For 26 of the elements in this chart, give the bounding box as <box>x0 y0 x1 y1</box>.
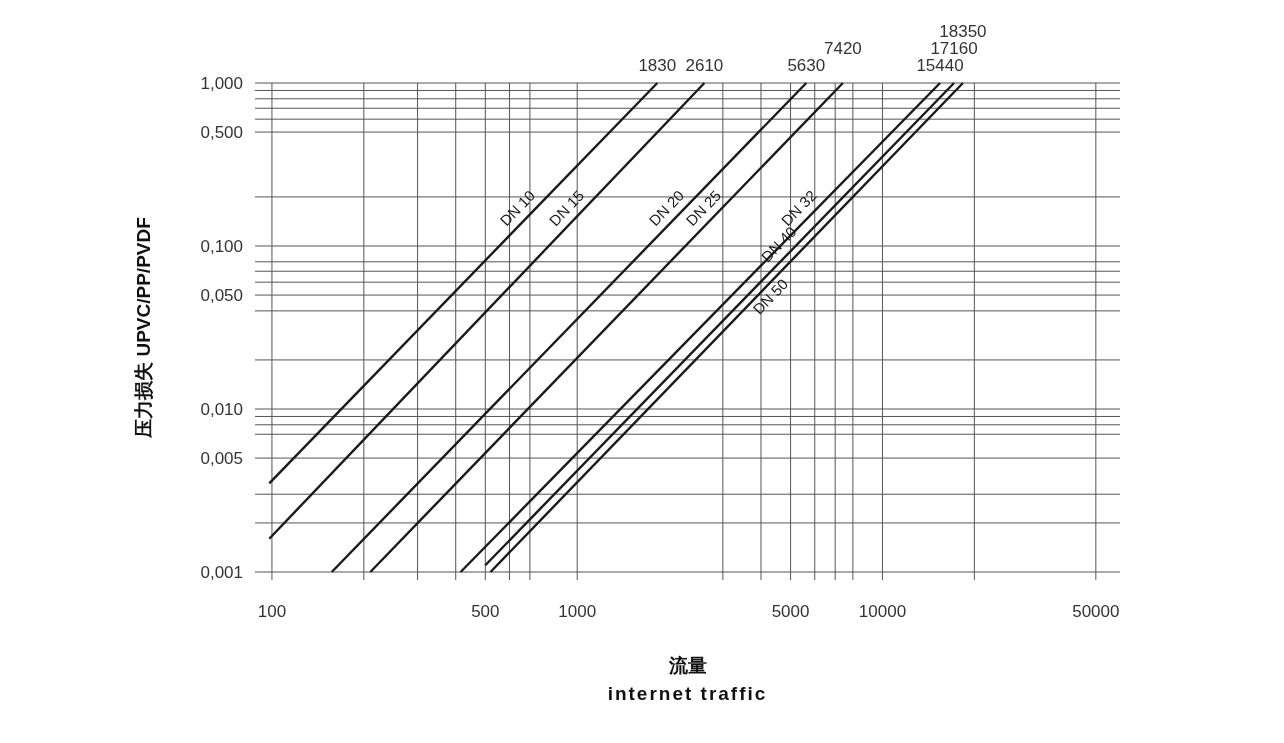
y-tick-label: 0,005 <box>200 449 243 469</box>
x-tick-label: 100 <box>257 602 287 621</box>
annotation: 1830 <box>638 56 677 75</box>
x-tick-label: 500 <box>471 602 500 621</box>
annotation: 15440 <box>916 56 964 75</box>
annotation: 17160 <box>930 39 978 58</box>
y-tick-label: 0,010 <box>200 400 243 419</box>
text: DN 15 <box>545 186 588 230</box>
annotation: 5630 <box>787 56 826 75</box>
x-axis-title: 流量 internet traffic <box>607 655 768 704</box>
x-tick-label: 50000 <box>1072 602 1120 621</box>
x-tick-label: 1000 <box>558 602 597 621</box>
x-tick-label: 5000 <box>771 602 810 621</box>
y-tick-label: 0,001 <box>200 563 243 582</box>
text: DN 10 <box>496 186 539 230</box>
y-tick-label: 0,050 <box>200 286 243 306</box>
text: DN 50 <box>749 275 792 318</box>
x-tick-label: 10000 <box>858 602 907 621</box>
annotation: 18350 <box>939 22 987 41</box>
text: DN 25 <box>682 186 725 230</box>
y-axis-title: 压力损失 UPVC/PP/PVDF <box>133 217 154 439</box>
annotation: 7420 <box>823 39 862 58</box>
y-tick-label: 0,100 <box>200 237 243 256</box>
y-tick-label: 1,000 <box>200 74 243 93</box>
annotation: 2610 <box>685 56 724 75</box>
y-tick-label: 0,500 <box>200 123 243 143</box>
